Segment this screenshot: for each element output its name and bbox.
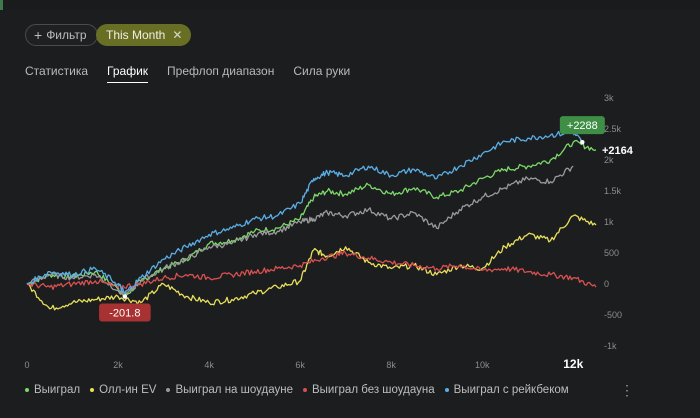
annotation-label: -201.8 (109, 308, 140, 320)
x-tick-label: 0 (24, 360, 29, 370)
legend-item[interactable]: Выиграл с рейкбеком (444, 384, 569, 396)
annotation-badge (559, 116, 605, 135)
x-tick-label: 8k (386, 360, 396, 370)
y-tick-label: 500 (604, 248, 619, 258)
endpoint-marker (580, 139, 585, 145)
x-tick-label: 2k (113, 360, 123, 370)
y-tick-label: 1.5k (604, 186, 622, 196)
legend-swatch (166, 388, 171, 392)
chart-legend: Выиграл Олл-ин EV Выиграл на шоудауне Выигр… (25, 384, 579, 396)
legend-label: Выиграл без шоудауна (311, 384, 435, 396)
add-filter-button[interactable]: + Фильтр (25, 24, 98, 46)
legend-swatch (25, 388, 29, 392)
y-tick-label: 1k (604, 217, 614, 227)
legend-swatch (444, 388, 449, 392)
legend-label: Олл-ин EV (99, 384, 157, 396)
annotation-label: +2288 (567, 120, 598, 132)
legend-label: Выиграл (34, 384, 81, 396)
y-tick-label: 2.5k (604, 124, 622, 134)
x-tick-label: 10k (475, 360, 490, 370)
x-tick-label: 6k (295, 360, 305, 370)
series-line-4 (26, 130, 583, 294)
tab-preflop-range[interactable]: Префлоп диапазон (167, 64, 275, 78)
vertical-ellipsis-icon[interactable]: ⋮ (620, 382, 634, 398)
tab-hand-strength[interactable]: Сила руки (293, 64, 351, 78)
min-point-marker (122, 294, 128, 299)
legend-swatch (90, 388, 95, 392)
y-tick-label: -500 (604, 310, 622, 320)
filter-chip-this-month[interactable]: This Month ✕ (96, 24, 192, 46)
close-icon[interactable]: ✕ (172, 28, 183, 42)
accent-mark (0, 0, 3, 10)
plus-icon: + (34, 27, 43, 43)
winnings-chart: 0 2k 4k 6k 8k 10k 12k -1k -500 0 500 1k 1.5k 2k 2.5k 3k… (24, 93, 634, 371)
filter-chip-label: This Month (106, 28, 166, 42)
annotation-label: +2164 (602, 145, 634, 157)
y-tick-label: 0 (604, 279, 609, 289)
add-filter-label: Фильтр (46, 28, 87, 42)
y-tick-label: -1k (604, 341, 617, 351)
legend-item[interactable]: Выиграл без шоудауна (302, 384, 435, 396)
legend-item[interactable]: Выиграл (25, 384, 80, 396)
y-tick-label: 2k (604, 155, 614, 165)
legend-item[interactable]: Выиграл на шоудауне (166, 384, 293, 396)
legend-swatch (302, 388, 307, 392)
y-tick-label: 3k (604, 93, 614, 103)
tab-bar: Статистика График Префлоп диапазон Сила … (25, 64, 369, 83)
window-top-strip (0, 0, 700, 10)
legend-label: Выиграл на шоудауне (175, 384, 293, 396)
x-tick-label: 12k (563, 357, 583, 371)
annotation-badge (99, 303, 151, 322)
tab-graph[interactable]: График (107, 64, 149, 83)
legend-label: Выиграл с рейкбеком (453, 384, 569, 396)
tab-statistics[interactable]: Статистика (25, 64, 89, 78)
x-tick-label: 4k (204, 360, 214, 370)
legend-item[interactable]: Олл-ин EV (90, 384, 156, 396)
series-line-2 (26, 165, 574, 299)
series-line-1 (26, 214, 597, 311)
